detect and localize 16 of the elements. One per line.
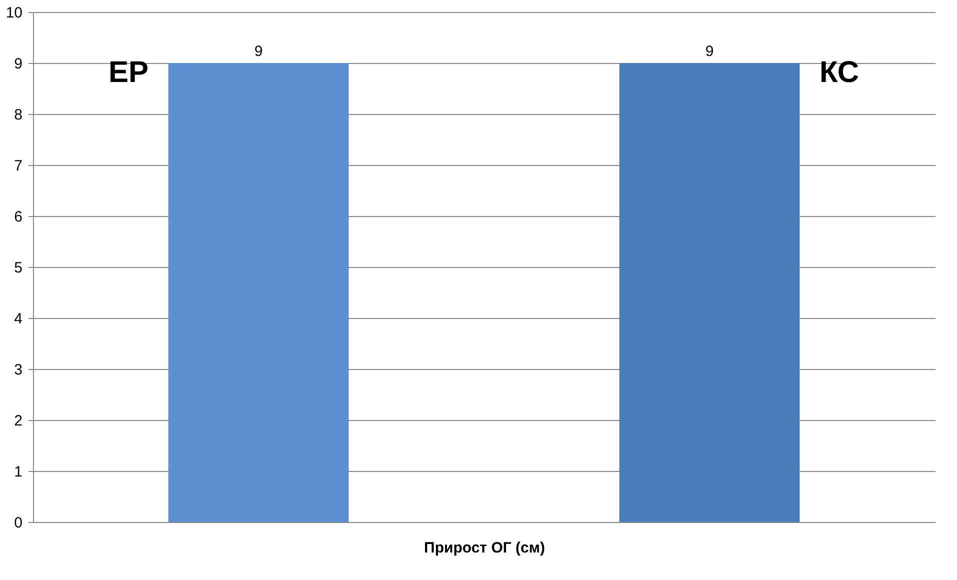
data-label: 9 [705, 43, 714, 60]
y-tick-label: 7 [14, 158, 22, 174]
y-tick-label: 1 [14, 464, 22, 480]
y-tick-label: 10 [6, 4, 22, 22]
y-tick-label: 8 [14, 106, 22, 124]
y-tick-label: 5 [14, 260, 22, 276]
x-axis-title: Прирост ОГ (см) [424, 540, 545, 556]
y-tick-label: 4 [14, 310, 22, 328]
y-tick-label: 0 [14, 514, 22, 532]
y-tick-label: 3 [14, 362, 22, 378]
y-tick-label: 2 [14, 412, 22, 430]
y-tick-label: 9 [14, 56, 22, 72]
series-label: ЕР [108, 56, 148, 89]
series-label: КС [820, 56, 860, 89]
y-tick-label: 6 [14, 208, 22, 226]
data-label: 9 [254, 43, 263, 60]
